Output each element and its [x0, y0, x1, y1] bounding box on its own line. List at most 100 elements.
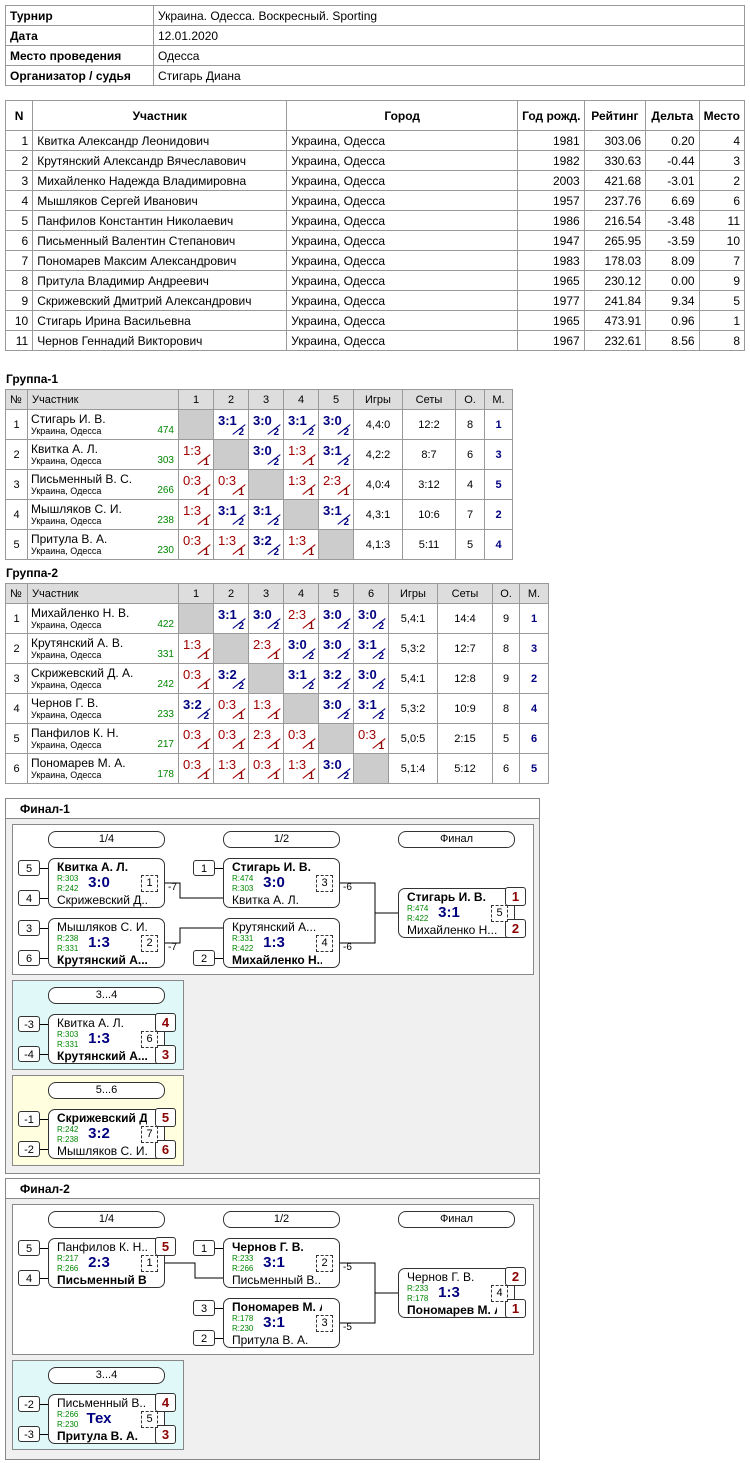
participant-cell: Письменный Валентин Степанович	[32, 230, 288, 251]
participant-cell: Украина, Одесса	[286, 310, 519, 331]
participant-cell: 9	[698, 270, 746, 291]
player-rating: R:474	[232, 874, 254, 883]
group-row: 3 Письменный В. С. Украина, Одесса 266 0:3 1 0…	[5, 469, 513, 500]
score: 1:3	[218, 533, 237, 548]
self-cell	[248, 469, 284, 500]
player-rating: R:230	[232, 1324, 254, 1333]
info-label: Место проведения	[5, 45, 154, 66]
player-name: Квитка А. Л.	[232, 893, 299, 907]
seed-line	[40, 868, 48, 869]
player-rating: R:178	[232, 1314, 254, 1323]
column-header: М.	[519, 583, 549, 604]
participant-cell: 0.96	[645, 310, 700, 331]
column-header: Сеты	[402, 389, 456, 410]
points: 1	[238, 711, 244, 722]
sets: 12:7	[437, 633, 493, 664]
points: 2	[343, 651, 349, 662]
match-number: 4	[491, 1285, 508, 1302]
place: 3	[484, 439, 513, 470]
seed-line	[215, 958, 223, 959]
next-match: -7	[168, 882, 177, 893]
info-value: 12.01.2020	[153, 25, 745, 46]
total-points: 5	[455, 529, 485, 560]
participant-cell: Панфилов Константин Николаевич	[32, 210, 288, 231]
participant-cell: 1986	[517, 210, 585, 231]
seed: 1	[193, 1240, 215, 1256]
participant-cell: -0.44	[645, 150, 700, 171]
points: 1	[203, 457, 209, 468]
points: 2	[273, 427, 279, 438]
participant-row: 2 Крутянский Александр Вячеславович Украин…	[4, 150, 746, 171]
participant-cell: 8.09	[645, 250, 700, 271]
seed-line	[40, 898, 48, 899]
score-cell: 3:1 2	[213, 603, 249, 634]
player-name: Письменный В...	[232, 1273, 322, 1287]
round-title: Финал	[398, 1211, 515, 1228]
score: 0:3	[218, 697, 237, 712]
player-name: Пономарев М. А.	[232, 1300, 322, 1314]
participant-cell: 232.61	[583, 330, 647, 351]
participant-cell: 4	[698, 130, 746, 151]
games: 5,4:1	[388, 603, 438, 634]
participant-cell: 330.63	[583, 150, 647, 171]
next-match: -6	[343, 882, 352, 893]
player-name: Михайленко Н. В.	[31, 606, 130, 620]
participant-cell: 0.00	[645, 270, 700, 291]
column-header: Участник	[27, 583, 179, 604]
player-rating: 242	[157, 679, 174, 690]
points: 1	[378, 741, 384, 752]
sets: 2:15	[437, 723, 493, 754]
column-header: 2	[213, 583, 249, 604]
score-cell: 1:3 1	[248, 693, 284, 724]
player-rating: R:217	[57, 1254, 79, 1263]
player-name: Стигарь И. В.	[232, 860, 311, 874]
score-cell: 3:0 2	[248, 439, 284, 470]
points: 2	[308, 651, 314, 662]
column-header: Игры	[388, 583, 438, 604]
self-cell	[283, 499, 319, 530]
participant-cell: 421.68	[583, 170, 647, 191]
round-title: 3...4	[48, 987, 165, 1004]
player-name: Притула В. А.	[57, 1429, 138, 1443]
row-number: 3	[5, 663, 28, 694]
participant-cell: 8.56	[645, 330, 700, 351]
place: 4	[155, 1013, 176, 1032]
score-cell: 1:3 1	[283, 469, 319, 500]
score: 3:1	[288, 667, 307, 682]
participant-cell: 8	[4, 270, 34, 291]
score: 3:1	[323, 443, 342, 458]
participant-cell: 9.34	[645, 290, 700, 311]
group-table: № Участник 1 2 3 4 5 Игры Сеты О. М. 1 Стигарь И. В.…	[5, 389, 513, 560]
score-cell: 3:0 2	[318, 409, 354, 440]
score: 3:1	[218, 413, 237, 428]
column-header: 4	[283, 583, 319, 604]
self-cell	[248, 663, 284, 694]
seed-line	[215, 1338, 223, 1339]
info-row: Организатор / судья Стигарь Диана	[5, 65, 745, 86]
score-cell: 3:2 2	[178, 693, 214, 724]
participant-row: 5 Панфилов Константин Николаевич Украина, …	[4, 210, 746, 231]
participant-cell: 5	[698, 290, 746, 311]
player-name: Крутянский А...	[232, 920, 317, 934]
match-score: 3:1	[263, 1254, 285, 1271]
participant-cell: 0.20	[645, 130, 700, 151]
seed: -3	[18, 1016, 40, 1032]
points: 1	[203, 547, 209, 558]
points: 2	[273, 547, 279, 558]
participant-cell: 216.54	[583, 210, 647, 231]
player-rating: 178	[157, 769, 174, 780]
row-number: 2	[5, 633, 28, 664]
column-header: 1	[178, 583, 214, 604]
seed-line	[215, 1308, 223, 1309]
player-city: Украина, Одесса	[31, 710, 102, 720]
score: 3:0	[323, 413, 342, 428]
player-city: Украина, Одесса	[31, 650, 102, 660]
group-title: Группа-2	[6, 566, 59, 580]
next-match: -5	[343, 1262, 352, 1273]
participant-row: 11 Чернов Геннадий Викторович Украина, Оде…	[4, 330, 746, 351]
score-cell: 0:3 1	[248, 753, 284, 784]
player-name: Квитка А. Л.	[31, 442, 98, 456]
player-rating: 422	[157, 619, 174, 630]
seed: 4	[18, 1270, 40, 1286]
participant-cell: 1	[4, 130, 34, 151]
